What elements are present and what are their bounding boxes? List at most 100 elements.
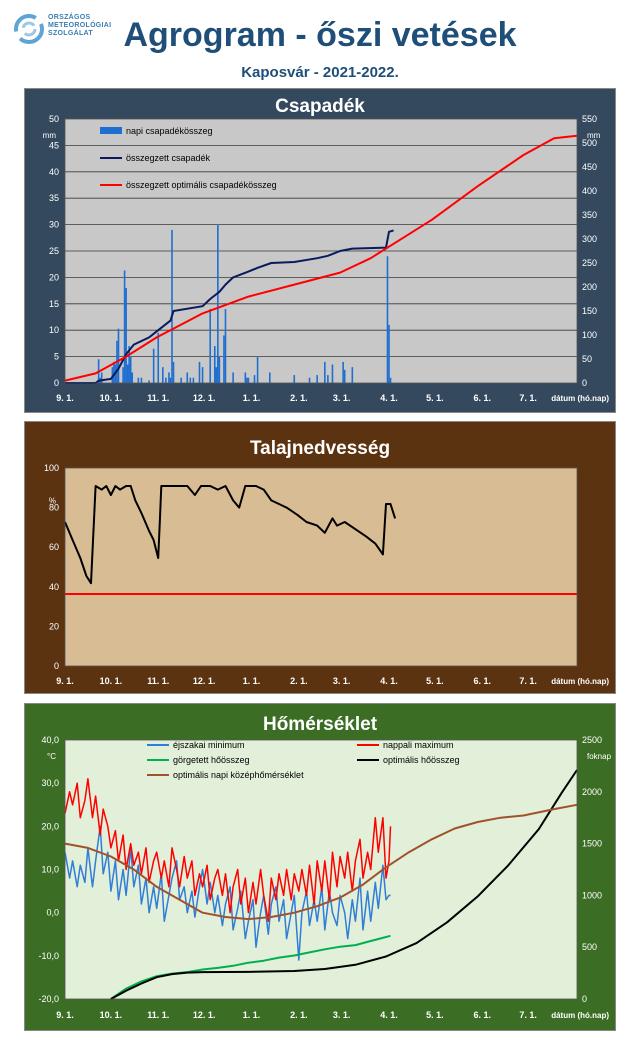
legend-label: napi csapadékösszeg <box>126 126 213 136</box>
legend-label: görgetett hőösszeg <box>173 755 250 765</box>
x-tick-label: 9. 1. <box>56 1010 74 1020</box>
precip-bar <box>137 377 140 383</box>
precip-bar <box>218 356 221 383</box>
series-line <box>64 803 578 921</box>
precip-bar <box>201 367 204 383</box>
y-right-tick-label: 400 <box>582 186 597 196</box>
y-tick-label: 35 <box>49 193 59 203</box>
x-tick-label: 6. 1. <box>473 676 491 686</box>
y-tick-label: 10 <box>49 325 59 335</box>
y-axis-label: °C <box>47 752 56 761</box>
x-tick-label: 10. 1. <box>100 393 123 403</box>
page-title: Agrogram - őszi vetések <box>123 16 517 54</box>
y-tick-label: 0,0 <box>46 908 59 918</box>
precip-bar <box>123 270 126 383</box>
y-tick-label: 25 <box>49 246 59 256</box>
precip-bar <box>117 328 120 383</box>
precip-bar <box>223 335 225 383</box>
precip-bar <box>148 380 150 383</box>
y-right-tick-label: 200 <box>582 282 597 292</box>
precip-bar <box>128 346 130 383</box>
precipitation-panel: Csapadék 0 5 10 15 20 25 30 35 40 45 50 mm 0 50 100 150 2… <box>24 88 616 413</box>
x-tick-label: 12. 1. <box>193 1010 216 1020</box>
y-tick-label: 20 <box>49 272 59 282</box>
y-right-tick-label: 450 <box>582 162 597 172</box>
y-right-tick-label: 250 <box>582 258 597 268</box>
precip-bar <box>215 367 218 383</box>
temperature-chart: Hőmérséklet -20,0 -10,0 0,0 10,0 20,0 30,0 40,0… <box>25 704 615 1030</box>
precip-bar <box>232 372 234 383</box>
series-line <box>64 134 578 382</box>
y-right-tick-label: 500 <box>582 942 597 952</box>
precip-bar <box>162 367 164 383</box>
y-axis-label: mm <box>43 131 57 140</box>
y-right-tick-label: 1500 <box>582 839 602 849</box>
y-right-tick-label: 2000 <box>582 787 602 797</box>
y-tick-label: 50 <box>49 114 59 124</box>
precip-bar <box>198 361 201 383</box>
x-tick-label: 5. 1. <box>426 393 444 403</box>
legend-label: nappali maximum <box>383 740 454 750</box>
precip-bar <box>253 375 256 383</box>
precip-bar <box>351 367 354 383</box>
logo-line-3: SZOLGÁLAT <box>48 30 93 37</box>
legend-label: éjszakai minimum <box>173 740 245 750</box>
legend-label: összegzett optimális csapadékösszeg <box>126 180 277 190</box>
x-axis-label: dátum (hó.nap) <box>551 394 609 403</box>
x-tick-label: 4. 1. <box>380 1010 398 1020</box>
x-tick-label: 12. 1. <box>193 676 216 686</box>
precip-bar <box>169 377 172 383</box>
x-tick-label: 11. 1. <box>147 676 169 686</box>
precip-bar <box>386 256 389 383</box>
precip-bar <box>140 377 143 383</box>
x-tick-label: 2. 1. <box>290 393 308 403</box>
precip-bar <box>192 377 195 383</box>
precip-bar <box>122 367 124 383</box>
precip-bar <box>388 324 390 383</box>
y-tick-label: 80 <box>49 503 59 513</box>
precip-bar <box>165 377 167 383</box>
precip-bar <box>186 372 189 383</box>
series-line <box>64 778 392 923</box>
x-tick-label: 11. 1. <box>147 393 169 403</box>
y-tick-label: 100 <box>44 463 59 473</box>
precip-bar <box>327 375 329 383</box>
y-tick-label: 60 <box>49 542 59 552</box>
plot-area <box>65 468 577 666</box>
logo-line-1: ORSZÁGOS <box>48 14 91 21</box>
x-tick-label: 6. 1. <box>473 393 491 403</box>
precip-bar <box>168 372 170 383</box>
precip-bar <box>131 372 134 383</box>
x-tick-label: 3. 1. <box>333 393 351 403</box>
precip-bar <box>172 361 175 383</box>
x-tick-label: 11. 1. <box>147 1010 169 1020</box>
precip-bar <box>189 377 192 383</box>
precipitation-chart: Csapadék 0 5 10 15 20 25 30 35 40 45 50 mm 0 50 100 150 2… <box>25 89 615 412</box>
y-right-tick-label: 1000 <box>582 890 602 900</box>
soil-moisture-chart: Talajnedvesség 0 20 40 60 80 100% 9. 1. 10. 1. 11… <box>25 422 615 693</box>
series-line <box>64 485 397 585</box>
x-tick-label: 1. 1. <box>243 676 261 686</box>
precip-bar <box>331 364 334 383</box>
x-tick-label: 5. 1. <box>426 1010 444 1020</box>
x-tick-label: 5. 1. <box>426 676 444 686</box>
precip-bar <box>343 369 346 383</box>
series-line <box>64 825 391 961</box>
x-tick-label: 1. 1. <box>243 393 261 403</box>
y-tick-label: 20 <box>49 621 59 631</box>
y-tick-label: -20,0 <box>38 994 59 1004</box>
precip-bar <box>126 364 129 383</box>
page-subtitle: Kaposvár - 2021-2022. <box>241 64 399 81</box>
y-right-axis-label: mm <box>587 131 601 140</box>
y-tick-label: 10,0 <box>41 865 59 875</box>
y-right-tick-label: 50 <box>582 354 592 364</box>
x-tick-label: 4. 1. <box>380 676 398 686</box>
y-right-tick-label: 0 <box>582 994 587 1004</box>
y-right-tick-label: 0 <box>582 378 587 388</box>
precip-bar <box>213 346 216 383</box>
precip-bar <box>180 377 182 383</box>
precip-bar <box>342 361 344 383</box>
x-axis-label: dátum (hó.nap) <box>551 677 609 686</box>
y-right-tick-label: 2500 <box>582 735 602 745</box>
precip-bar <box>111 367 114 383</box>
